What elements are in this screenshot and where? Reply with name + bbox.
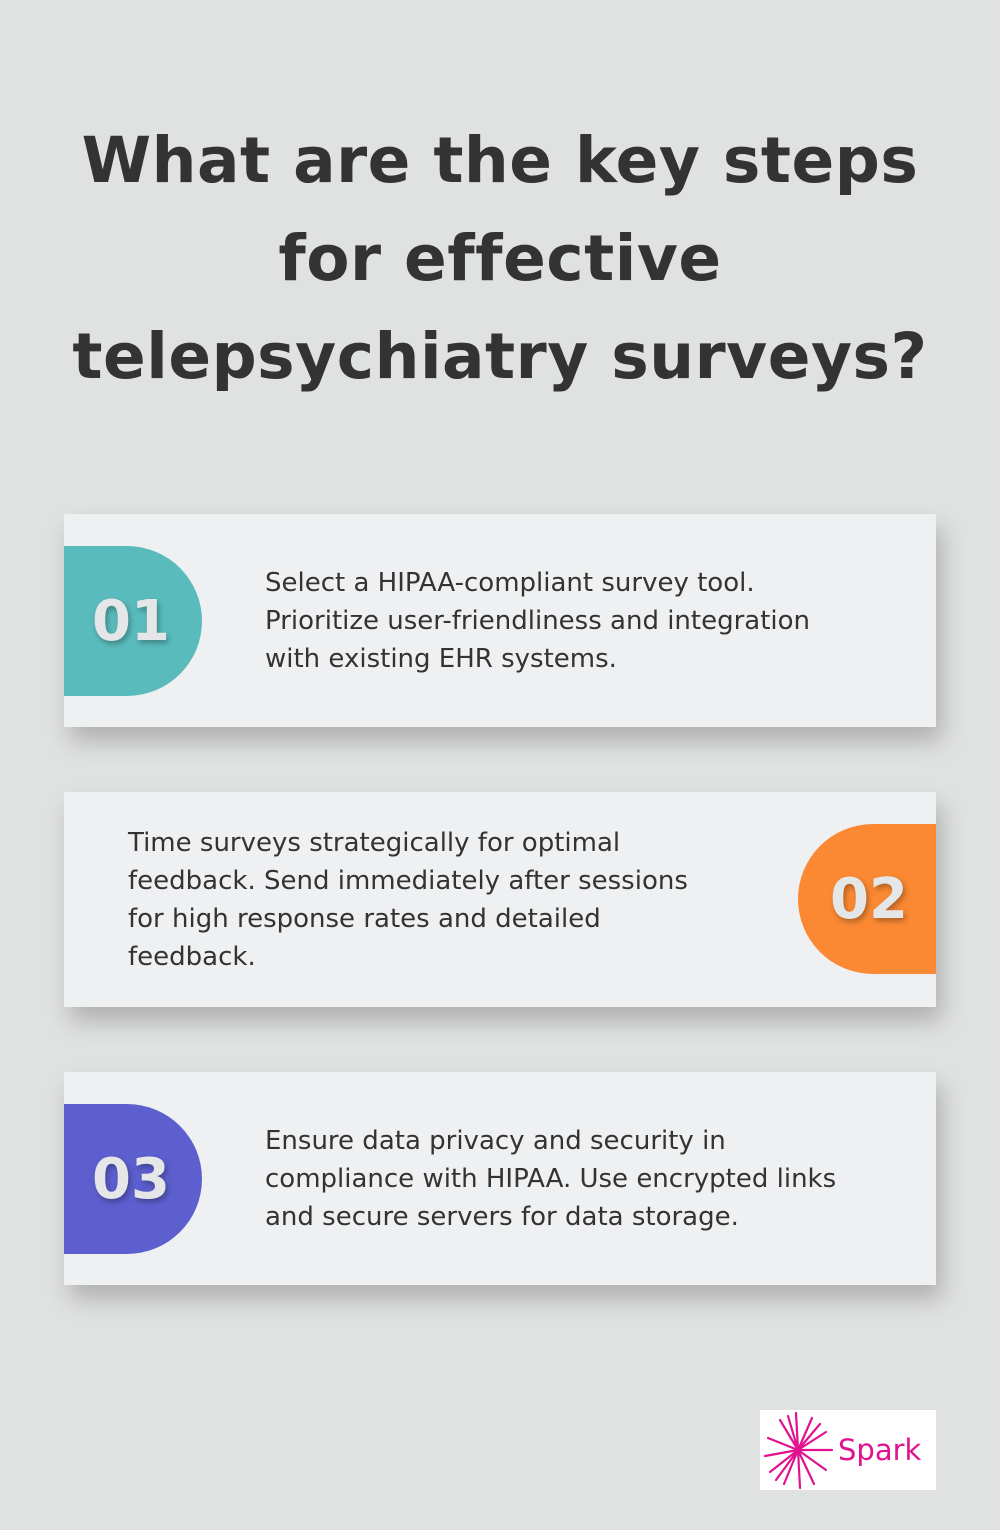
step-number-badge: 02 bbox=[798, 824, 936, 974]
logo-text: Spark bbox=[838, 1433, 922, 1467]
step-number-badge: 01 bbox=[64, 546, 202, 696]
step-card-1: 01 Select a HIPAA-compliant survey tool.… bbox=[64, 514, 936, 727]
page-title: What are the key steps for effective tel… bbox=[72, 124, 928, 393]
step-text: Ensure data privacy and security in comp… bbox=[265, 1126, 837, 1232]
step-number-badge: 03 bbox=[64, 1104, 202, 1254]
step-card-3: 03 Ensure data privacy and security in c… bbox=[64, 1072, 936, 1285]
spark-logo: Spark bbox=[760, 1410, 936, 1490]
step-text: Time surveys strategically for optimal f… bbox=[128, 828, 688, 972]
step-card-2: 02 Time surveys strategically for optima… bbox=[64, 792, 936, 1007]
step-text: Select a HIPAA-compliant survey tool. Pr… bbox=[265, 568, 811, 674]
spark-burst-icon bbox=[763, 1411, 834, 1490]
